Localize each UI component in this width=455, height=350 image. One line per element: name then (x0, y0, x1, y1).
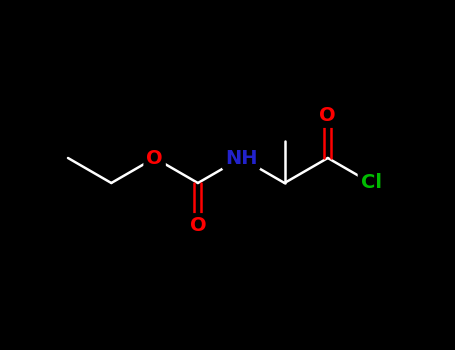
Text: Cl: Cl (361, 174, 382, 192)
Text: O: O (190, 216, 206, 235)
Text: O: O (147, 148, 163, 168)
Text: NH: NH (225, 148, 258, 168)
Text: O: O (319, 106, 336, 125)
